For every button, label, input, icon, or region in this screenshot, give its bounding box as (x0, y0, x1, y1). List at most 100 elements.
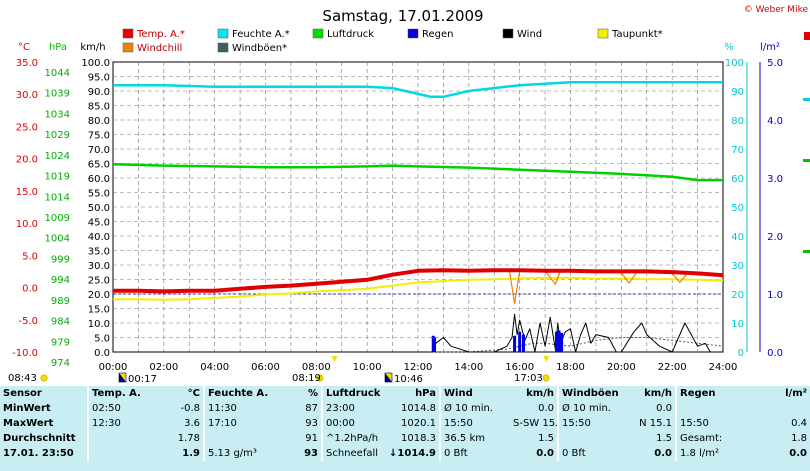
stats-current-row: 17.01. 23:50 1.9 5.13 g/m³ 93 Schneefall… (0, 446, 810, 461)
humidity-tick-label: 60 (731, 174, 744, 185)
sensor-header: Sensor (3, 388, 42, 399)
sun-icon (542, 374, 550, 382)
legend-swatch (122, 28, 134, 39)
max-gust-time: 15:50 (557, 416, 628, 431)
wind-tick-label: 25.0 (88, 276, 110, 287)
rain-tick-label: 0.0 (767, 348, 783, 359)
legend-item: Luftdruck (312, 28, 374, 40)
humidity-tick-label: 40 (731, 232, 744, 243)
temp-tick-label: 35.0 (16, 58, 38, 69)
wind-axis-title: km/h (80, 42, 105, 53)
max-temp-value: 3.6 (184, 418, 200, 429)
legend-label: Temp. A.* (136, 29, 185, 40)
legend-item: Windböen* (217, 42, 287, 54)
min-temp-time: 02:50 (87, 401, 154, 416)
legend-label: Taupunkt* (611, 29, 663, 40)
pressure-tick-label: 1034 (45, 109, 70, 120)
wind-tick-label: 40.0 (88, 232, 110, 243)
avg-pressure-trend: ^1.2hPa/h (321, 431, 384, 446)
current-humidity-value: 93 (304, 448, 318, 459)
stats-header-row: Sensor Temp. A. °C Feuchte A. % Luftdruc… (0, 386, 810, 401)
x-tick-label: 04:00 (200, 362, 229, 373)
wind-tick-label: 55.0 (88, 189, 110, 200)
wind-tick-label: 45.0 (88, 218, 110, 229)
rain-tick-label: 1.0 (767, 290, 783, 301)
current-rain-total: 1.8 l/m² (675, 446, 740, 461)
pressure-header: Luftdruck (321, 386, 384, 401)
sun-event-time: 17:03 (514, 373, 543, 384)
rain-tick-label: 5.0 (767, 58, 783, 69)
temp-tick-label: -10.0 (12, 348, 38, 359)
avg-wind-value: 1.5 (538, 433, 554, 444)
pressure-axis-title: hPa (49, 42, 67, 53)
sun-events: 08:43 00:17 08:19 10:46 17:03 (8, 356, 550, 385)
current-gust-bft: 0 Bft (557, 446, 628, 461)
max-pressure-value: 1020.1 (401, 418, 436, 429)
sun-icon (40, 374, 48, 382)
sun-marker (543, 356, 550, 362)
min-rain-time (675, 401, 740, 416)
min-pressure-value: 1014.8 (401, 403, 436, 414)
x-tick-label: 02:00 (149, 362, 178, 373)
pressure-tick-label: 999 (51, 254, 70, 265)
rain-header: Regen (675, 386, 740, 401)
min-gust-time: Ø 10 min. (557, 401, 628, 416)
x-axis: 00:00 02:00 04:00 06:00 08:00 10:00 12:00 14:00… (99, 362, 738, 373)
stats-max-row: MaxWert 12:30 3.6 17:10 93 00:00 1020.1 … (0, 416, 810, 431)
min-humidity-time: 11:30 (203, 401, 274, 416)
pressure-tick-label: 994 (51, 275, 70, 286)
sun-event-time: 08:43 (8, 373, 37, 384)
gust-header: Windböen (557, 386, 628, 401)
pressure-tick-label: 1019 (45, 172, 70, 183)
max-humidity-time: 17:10 (203, 416, 274, 431)
rain-bar (557, 330, 561, 352)
current-label: 17.01. 23:50 (3, 448, 74, 459)
avg-temp-empty (87, 431, 154, 446)
pressure-unit: hPa (415, 388, 436, 399)
axis-titles: °C hPa km/h % l/m² (18, 42, 780, 53)
pressure-tick-label: 1009 (45, 213, 70, 224)
humidity-tick-label: 90 (731, 87, 744, 98)
avg-temp-value: 1.78 (177, 433, 200, 444)
current-pressure-value: 1014.9 (397, 448, 436, 459)
sun-event-time: 08:19 (292, 373, 321, 384)
rain-bar (433, 337, 437, 352)
humidity-tick-label: 100 (725, 58, 744, 69)
avg-rain-label: Gesamt: (675, 431, 740, 446)
avg-wind-distance: 36.5 km (439, 431, 510, 446)
rain-bar (555, 331, 559, 352)
legend-swatch (407, 28, 419, 39)
sun-event: 00:17 (118, 372, 157, 385)
wind-tick-label: 85.0 (88, 102, 110, 113)
legend-swatch (502, 28, 514, 39)
x-tick-label: 18:00 (556, 362, 585, 373)
humidity-header: Feuchte A. (203, 386, 274, 401)
wind-tick-label: 10.0 (88, 319, 110, 330)
max-humidity-value: 93 (305, 418, 318, 429)
humidity-unit: % (307, 388, 318, 399)
x-tick-label: 12:00 (404, 362, 433, 373)
wind-tick-label: 15.0 (88, 305, 110, 316)
legend-item: Temp. A.* (122, 28, 185, 40)
pressure-tick-label: 974 (51, 358, 70, 369)
legend-item: Wind (502, 28, 542, 40)
avg-pressure-value: 1018.3 (401, 433, 436, 444)
legend-swatch (122, 42, 134, 53)
wind-tick-label: 60.0 (88, 174, 110, 185)
pressure-tick-label: 979 (51, 337, 70, 348)
max-label: MaxWert (3, 418, 54, 429)
min-wind-value: 0.0 (538, 403, 554, 414)
stats-min-row: MinWert 02:50 -0.8 11:30 87 23:00 1014.8… (0, 401, 810, 416)
min-humidity-value: 87 (305, 403, 318, 414)
max-wind-time: 15:50 (439, 416, 510, 431)
avg-gust-value: 1.5 (656, 433, 672, 444)
pressure-tick-label: 1029 (45, 130, 70, 141)
temp-header: Temp. A. (87, 386, 154, 401)
temp-tick-label: 10.0 (16, 219, 38, 230)
gust-unit: km/h (644, 388, 672, 399)
min-pressure-time: 23:00 (321, 401, 384, 416)
rain-axis-title: l/m² (760, 42, 780, 53)
max-rain-time: 15:50 (675, 416, 740, 431)
wind-tick-label: 30.0 (88, 261, 110, 272)
rain-bar (560, 332, 564, 352)
